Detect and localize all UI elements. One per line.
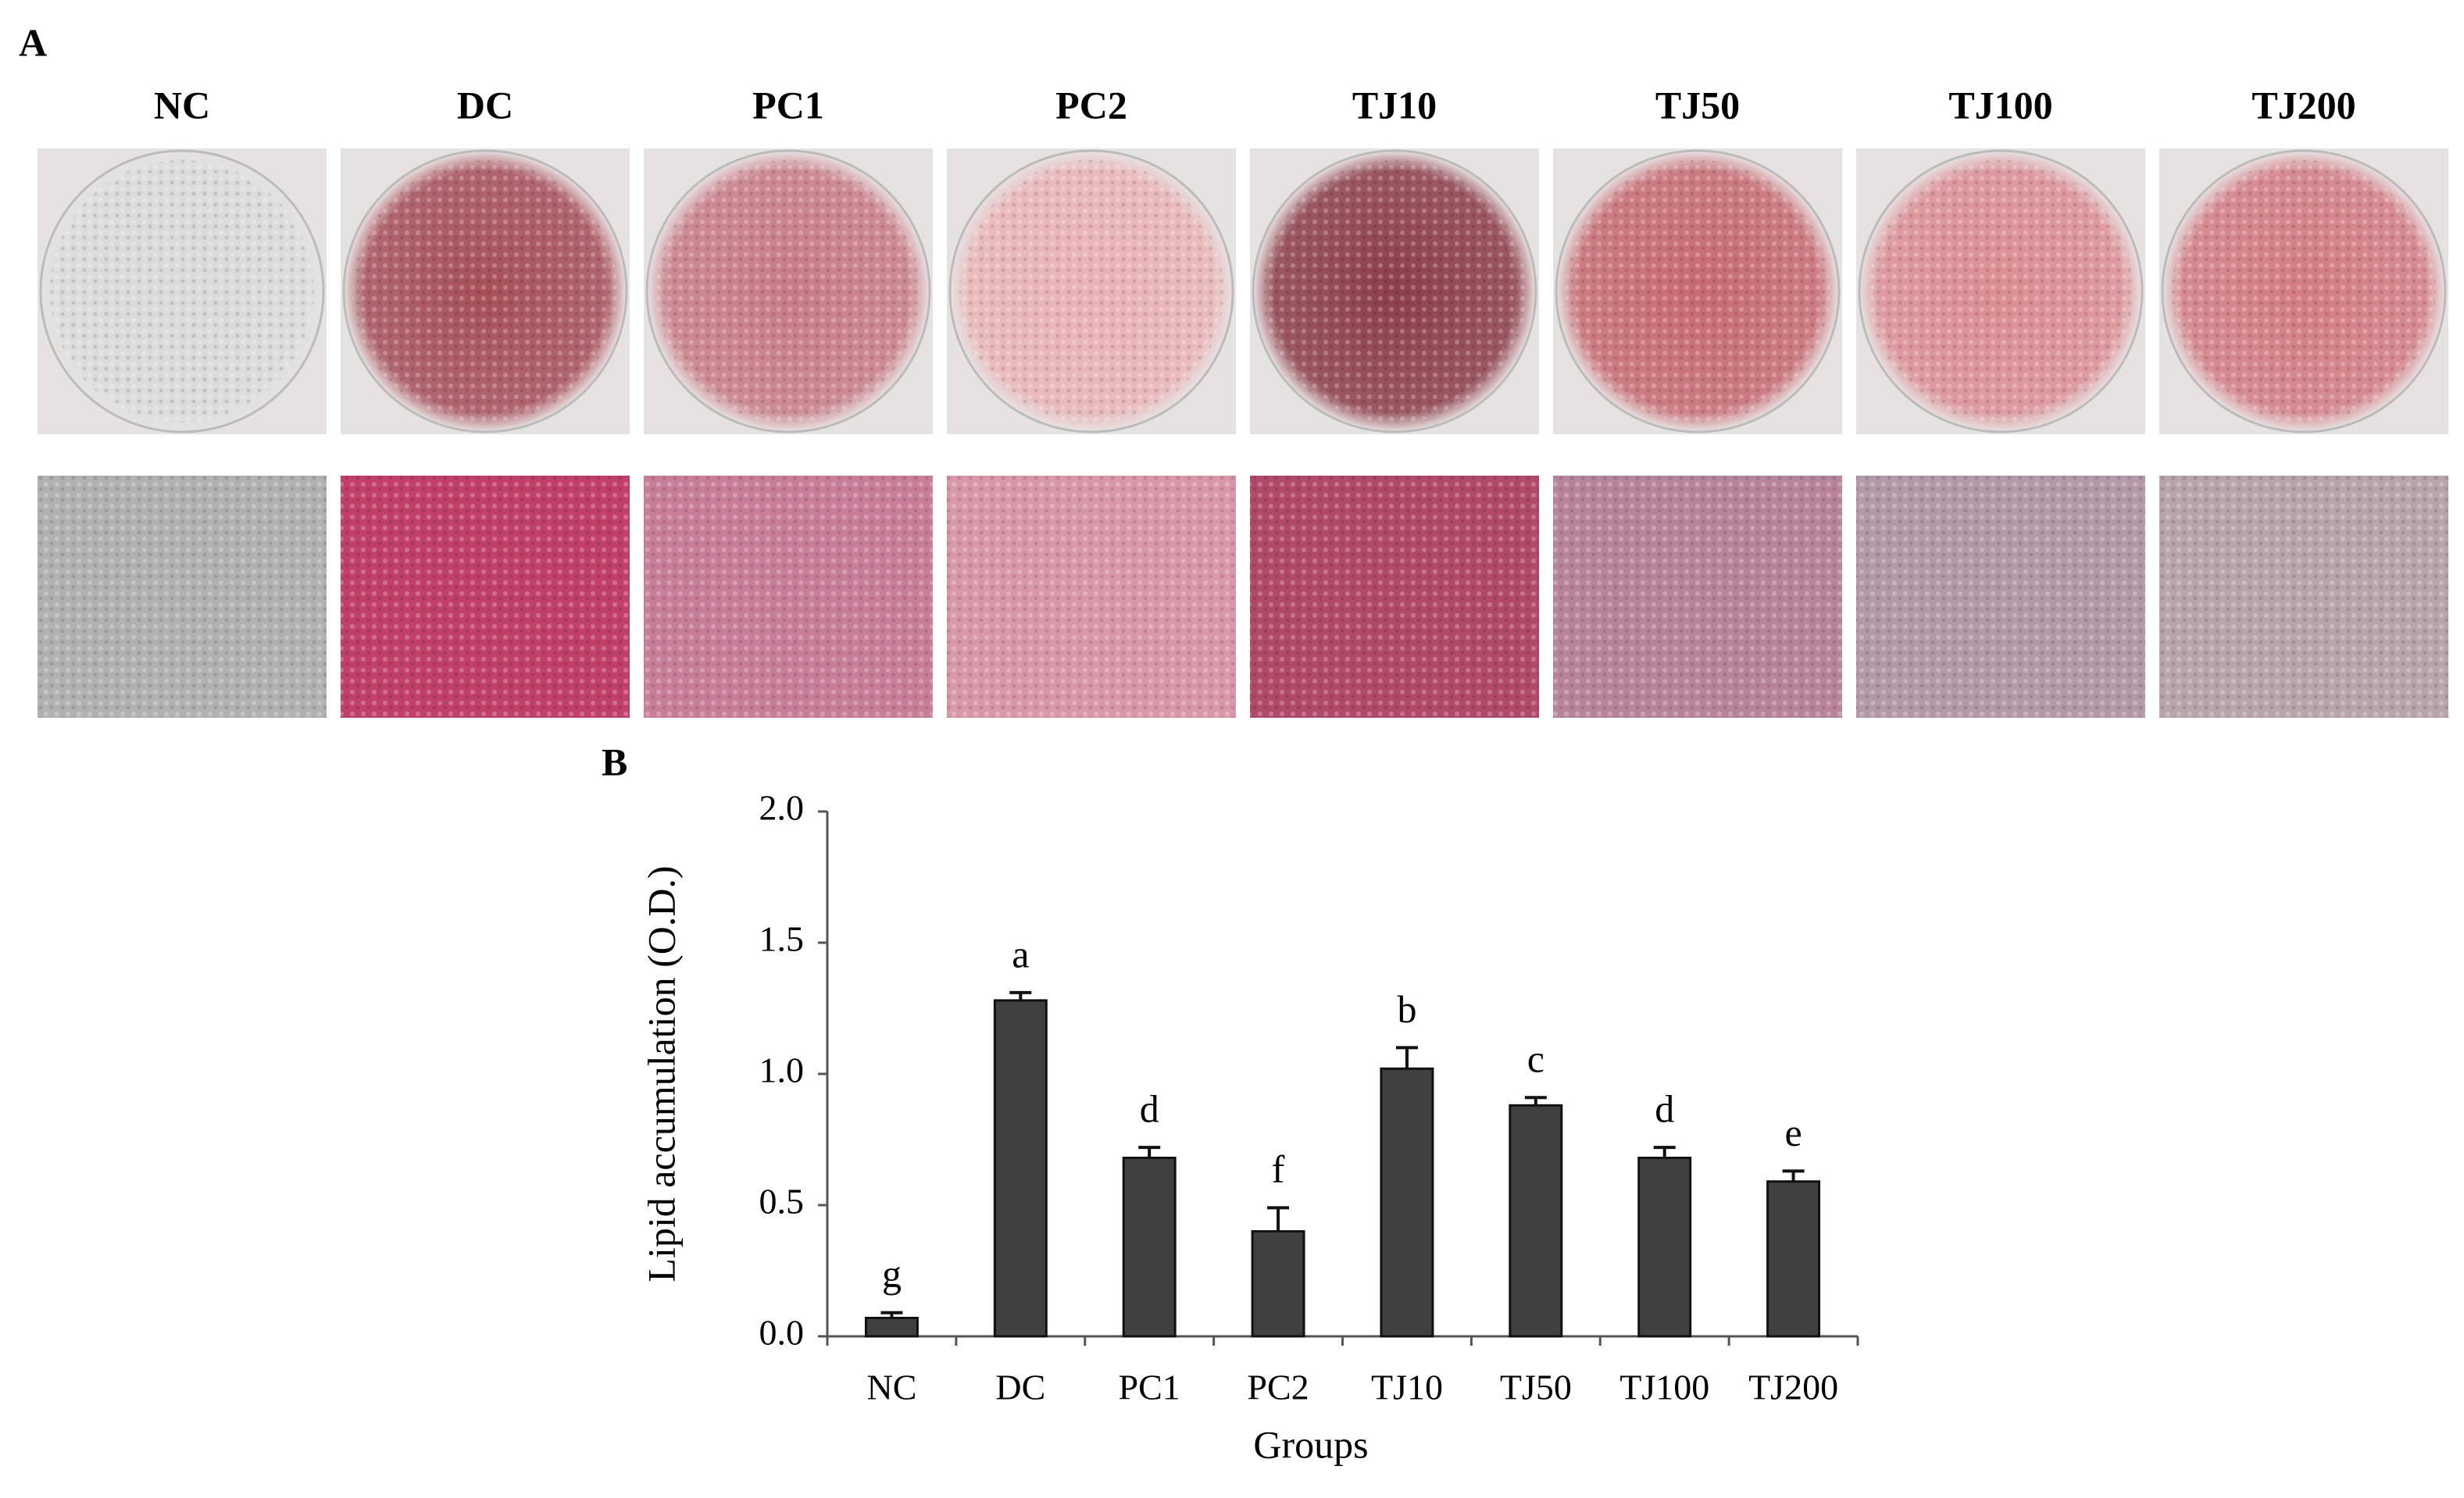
microscope-texture — [341, 476, 630, 718]
microscope-texture — [947, 476, 1236, 718]
dish-texture — [50, 160, 314, 423]
y-tick-label: 0.0 — [759, 1313, 805, 1353]
x-tick-label: PC2 — [1247, 1368, 1309, 1407]
bar — [1766, 1180, 1821, 1338]
bar — [1122, 1157, 1177, 1338]
significance-letter: d — [1655, 1087, 1674, 1131]
error-bar — [1138, 1146, 1161, 1158]
error-bar — [880, 1311, 903, 1318]
microscope-texture — [644, 476, 933, 718]
microscope-texture — [37, 476, 327, 718]
x-tick-label: DC — [995, 1368, 1045, 1407]
column-header: PC2 — [1055, 83, 1127, 127]
x-tick-label: TJ50 — [1500, 1368, 1572, 1407]
error-bar — [1267, 1206, 1290, 1232]
bar — [1509, 1104, 1563, 1338]
x-tick-label: TJ100 — [1619, 1368, 1709, 1407]
column-header: TJ10 — [1352, 83, 1437, 127]
bar — [864, 1316, 919, 1338]
significance-letter: c — [1527, 1037, 1544, 1081]
error-bar — [1395, 1046, 1418, 1069]
dish-texture — [656, 160, 920, 423]
bar — [993, 999, 1048, 1338]
dish-texture — [2172, 160, 2436, 423]
dish-texture — [1566, 160, 1830, 423]
error-bar — [1009, 990, 1032, 1000]
microscope-texture — [1553, 476, 1842, 718]
y-axis-label: Lipid accumulation (O.D.) — [639, 865, 683, 1282]
column-header: TJ100 — [1948, 83, 2052, 127]
x-tick-label: TJ10 — [1371, 1368, 1443, 1407]
microscope-texture — [1856, 476, 2145, 718]
x-axis-label: Groups — [1253, 1422, 1368, 1466]
dish-texture — [1869, 160, 2133, 423]
significance-letter: d — [1140, 1087, 1159, 1131]
bar — [1251, 1230, 1305, 1338]
y-tick-label: 1.5 — [759, 919, 805, 959]
significance-letter: b — [1397, 987, 1416, 1031]
y-tick-label: 1.0 — [759, 1050, 805, 1090]
dish-texture — [959, 160, 1223, 423]
panel-label: A — [19, 20, 47, 64]
significance-letter: g — [882, 1252, 902, 1296]
error-bar — [1653, 1146, 1676, 1158]
column-header: DC — [457, 83, 513, 127]
dish-texture — [353, 160, 617, 423]
column-header: TJ50 — [1655, 83, 1740, 127]
column-header: NC — [154, 83, 210, 127]
error-bar — [1524, 1096, 1547, 1106]
significance-letter: a — [1012, 932, 1029, 975]
significance-letter: e — [1784, 1111, 1802, 1154]
microscope-texture — [2159, 476, 2448, 718]
y-tick-label: 0.5 — [759, 1182, 805, 1222]
column-header: TJ200 — [2252, 83, 2355, 127]
microscope-texture — [1250, 476, 1539, 718]
error-bar — [1782, 1169, 1805, 1182]
bar — [1637, 1157, 1692, 1338]
panel-label: B — [602, 740, 627, 783]
x-tick-label: NC — [866, 1368, 916, 1407]
dish-texture — [1262, 160, 1527, 423]
column-header: PC1 — [752, 83, 824, 127]
x-tick-label: PC1 — [1119, 1368, 1180, 1407]
significance-letter: f — [1272, 1147, 1285, 1191]
bar — [1380, 1067, 1434, 1338]
y-tick-label: 2.0 — [759, 788, 805, 828]
x-tick-label: TJ200 — [1748, 1368, 1838, 1407]
